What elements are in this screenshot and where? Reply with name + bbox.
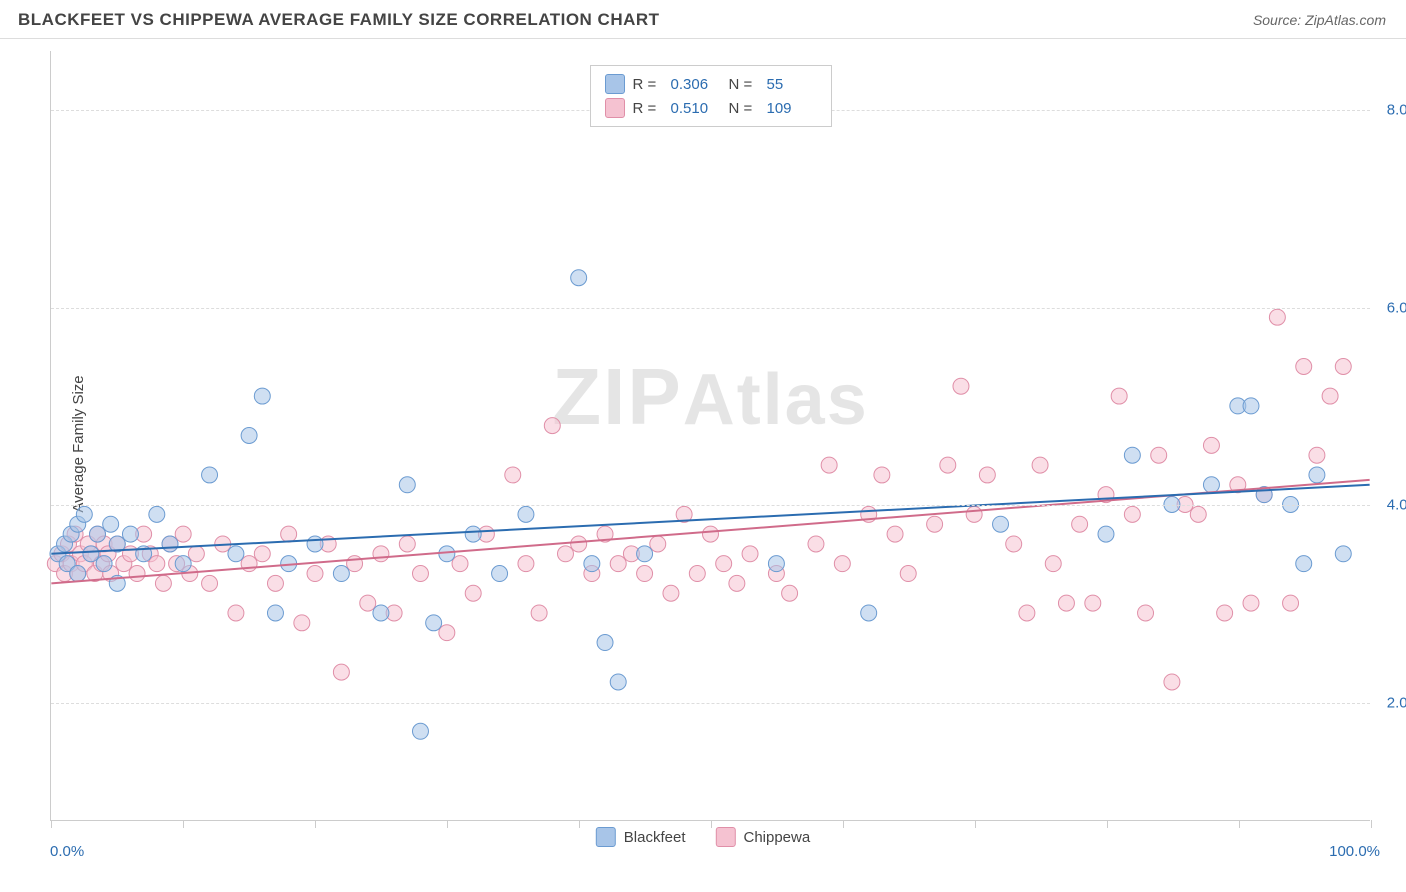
x-tick [51,820,52,828]
gridline [51,505,1370,506]
x-tick [843,820,844,828]
source-attribution: Source: ZipAtlas.com [1253,12,1386,28]
legend-label: Chippewa [743,829,810,846]
chart-header: BLACKFEET VS CHIPPEWA AVERAGE FAMILY SIZ… [0,0,1406,39]
scatter-svg [51,51,1370,820]
n-label: N = [729,76,759,93]
correlation-legend: R = 0.306 N = 55 R = 0.510 N = 109 [590,65,832,127]
x-tick [1371,820,1372,828]
x-tick [579,820,580,828]
n-label: N = [729,100,759,117]
legend-row-blackfeet: R = 0.306 N = 55 [605,72,817,96]
x-tick [975,820,976,828]
x-axis-max-label: 100.0% [1329,843,1380,860]
r-value: 0.306 [671,76,721,93]
legend-label: Blackfeet [624,829,686,846]
r-label: R = [633,76,663,93]
legend-row-chippewa: R = 0.510 N = 109 [605,96,817,120]
x-tick [1107,820,1108,828]
swatch-chippewa [605,98,625,118]
x-axis-min-label: 0.0% [50,843,84,860]
y-tick-label: 8.00 [1376,102,1406,119]
plot-area: ZIPAtlas R = 0.306 N = 55 R = 0.510 N = … [50,51,1370,821]
swatch-chippewa [715,827,735,847]
chart-title: BLACKFEET VS CHIPPEWA AVERAGE FAMILY SIZ… [18,10,660,30]
swatch-blackfeet [596,827,616,847]
r-label: R = [633,100,663,117]
n-value: 55 [767,76,817,93]
legend-item-blackfeet: Blackfeet [596,827,686,847]
n-value: 109 [767,100,817,117]
gridline [51,308,1370,309]
gridline [51,703,1370,704]
x-tick [183,820,184,828]
x-tick [315,820,316,828]
legend-item-chippewa: Chippewa [715,827,810,847]
x-tick [1239,820,1240,828]
series-legend: Blackfeet Chippewa [596,827,810,847]
y-tick-label: 4.00 [1376,497,1406,514]
y-tick-label: 2.00 [1376,694,1406,711]
x-tick [447,820,448,828]
r-value: 0.510 [671,100,721,117]
swatch-blackfeet [605,74,625,94]
y-tick-label: 6.00 [1376,299,1406,316]
chart-container: Average Family Size ZIPAtlas R = 0.306 N… [0,39,1406,849]
